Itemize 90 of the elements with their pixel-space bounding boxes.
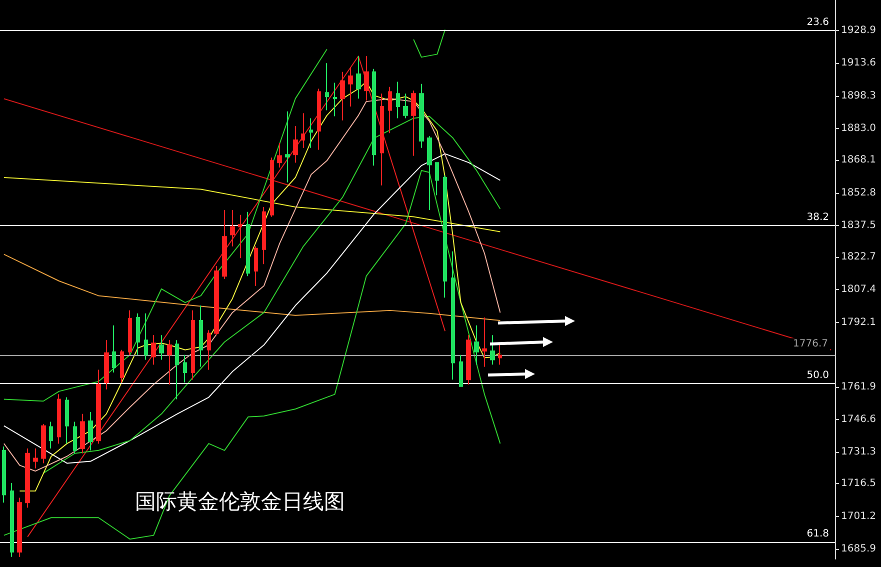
candlestick bbox=[49, 421, 53, 449]
line-series bbox=[3, 170, 501, 540]
y-tick-label: 1716.5 bbox=[841, 478, 876, 490]
candlestick bbox=[159, 334, 164, 360]
y-tick-label: 1913.6 bbox=[841, 58, 876, 69]
candlestick bbox=[199, 305, 203, 368]
y-tick-label: 1898.3 bbox=[841, 90, 876, 102]
candlestick bbox=[411, 90, 416, 156]
candlestick bbox=[301, 112, 305, 148]
candlestick bbox=[459, 354, 463, 387]
candlestick bbox=[136, 312, 140, 356]
y-tick-label: 1746.6 bbox=[841, 414, 876, 425]
y-tick-label: 1928.9 bbox=[841, 25, 876, 36]
line-series bbox=[3, 177, 501, 232]
candlestick bbox=[104, 340, 109, 390]
candlestick bbox=[380, 93, 384, 186]
candlestick bbox=[482, 316, 487, 368]
candlestick bbox=[25, 448, 30, 508]
candlestick bbox=[214, 266, 219, 336]
candlestick bbox=[474, 324, 479, 366]
candlestick bbox=[151, 334, 156, 366]
candlestick bbox=[364, 56, 369, 101]
candlestick bbox=[293, 126, 298, 164]
candlestick bbox=[128, 310, 132, 356]
candlestick bbox=[17, 497, 22, 558]
candlestick bbox=[388, 86, 392, 134]
candlestick bbox=[254, 246, 258, 286]
candlestick bbox=[73, 421, 77, 454]
y-tick-label: 1852.8 bbox=[841, 187, 876, 198]
candlestick bbox=[396, 81, 400, 119]
line-series bbox=[3, 254, 501, 321]
candlestick bbox=[207, 330, 211, 370]
y-tick-label: 1868.1 bbox=[841, 154, 876, 166]
candlestick bbox=[490, 334, 495, 366]
candlestick bbox=[230, 209, 235, 247]
y-tick-label: 1701.2 bbox=[841, 510, 876, 522]
candlestick bbox=[333, 82, 337, 117]
candlestick bbox=[348, 66, 353, 107]
candlestick bbox=[403, 93, 408, 119]
annotation: 23.6 bbox=[806, 17, 829, 28]
candlestick bbox=[285, 110, 290, 183]
candlestick bbox=[325, 62, 329, 111]
candlestick bbox=[57, 394, 61, 444]
candlestick bbox=[175, 340, 179, 400]
candlestick bbox=[427, 136, 432, 210]
candlestick bbox=[167, 340, 172, 385]
candlestick bbox=[2, 446, 6, 504]
candlestick bbox=[262, 206, 266, 265]
candlestick bbox=[435, 162, 439, 196]
candlestick bbox=[498, 344, 502, 366]
y-tick-label: 1731.3 bbox=[841, 446, 876, 458]
line-series bbox=[3, 48, 328, 402]
candlestick bbox=[41, 423, 46, 464]
candlestick bbox=[238, 214, 242, 259]
candlestick bbox=[451, 250, 455, 380]
ref-line-label: 1776.7 bbox=[793, 338, 828, 350]
annotation: 61.8 bbox=[806, 528, 829, 540]
candlestick bbox=[65, 396, 69, 444]
candlestick bbox=[356, 56, 361, 100]
candlestick bbox=[10, 482, 14, 558]
candlestick bbox=[317, 88, 321, 150]
candlestick bbox=[120, 349, 124, 384]
candlestick bbox=[270, 157, 274, 218]
candlestick bbox=[33, 448, 38, 469]
candlestick bbox=[88, 411, 93, 451]
candlestick bbox=[372, 68, 376, 166]
y-tick-label: 1837.5 bbox=[841, 220, 876, 232]
candlestick bbox=[466, 334, 471, 385]
candlestick bbox=[443, 174, 447, 298]
candlestick bbox=[222, 209, 227, 280]
y-tick-label: 1792.1 bbox=[841, 316, 876, 328]
candlestick bbox=[419, 83, 424, 148]
y-tick-label: 1761.9 bbox=[841, 381, 876, 392]
candlestick bbox=[96, 369, 101, 444]
candlestick bbox=[277, 142, 282, 168]
y-tick-label: 1685.9 bbox=[841, 543, 876, 554]
candlestick bbox=[112, 324, 116, 374]
candlestick bbox=[80, 413, 85, 454]
annotation: 38.2 bbox=[806, 212, 829, 224]
candlestick bbox=[191, 310, 195, 380]
line-series bbox=[413, 29, 446, 58]
candlestick bbox=[309, 118, 313, 148]
y-tick-label: 1807.4 bbox=[841, 284, 876, 296]
y-tick-label: 1822.7 bbox=[841, 252, 876, 263]
candlestick bbox=[144, 312, 148, 360]
candlestick bbox=[246, 211, 250, 277]
candlestick bbox=[183, 354, 187, 384]
annotation: 50.0 bbox=[806, 370, 829, 381]
y-tick-label: 1883.0 bbox=[841, 122, 876, 134]
candlestick bbox=[340, 71, 345, 121]
